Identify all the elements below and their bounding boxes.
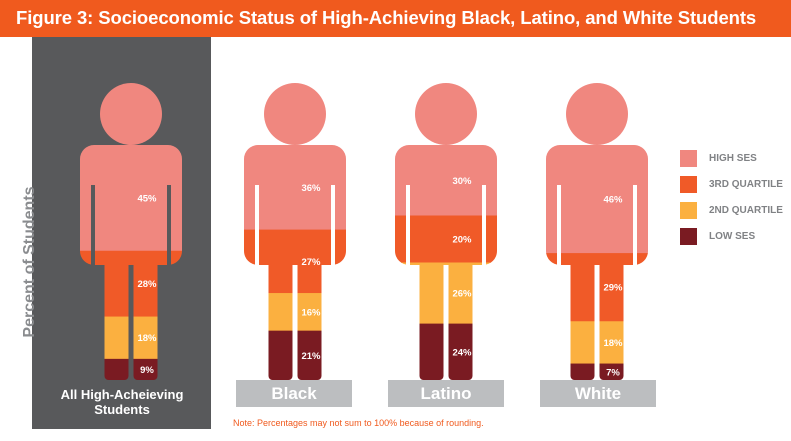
segment-2nd-quartile [244,293,346,332]
legend-label: 3RD QUARTILE [709,178,783,190]
data-label: 9% [140,365,154,376]
segment-high-ses [244,145,346,231]
footnote: Note: Percentages may not sum to 100% be… [233,418,484,428]
data-label: 18% [603,338,623,349]
figure-head [566,83,628,145]
figure-1: 36% 27% 16% 21% [244,83,346,380]
chart-title: Figure 3: Socioeconomic Status of High-A… [16,7,757,28]
figure-body [80,145,182,380]
title-bar: Figure 3: Socioeconomic Status of High-A… [0,0,791,37]
segment-3rd-quartile [546,253,648,322]
figure-head [264,83,326,145]
category-label-black: Black [236,380,352,407]
segment-high-ses [395,145,497,216]
legend-item-high-ses: HIGH SES [680,145,783,171]
category-label-all: All High-Acheieving Students [60,387,184,417]
legend-swatch [680,175,697,193]
legend-swatch [680,149,697,167]
segment-3rd-quartile [80,250,182,318]
data-label: 7% [606,367,620,378]
data-label: 21% [301,351,321,362]
figure-body [546,145,648,380]
data-label: 29% [603,283,623,294]
data-label: 20% [452,235,472,246]
arm-gap [557,185,561,265]
data-label: 45% [137,193,157,204]
data-label: 30% [452,176,472,187]
figure-0: 45% 28% 18% 9% [80,83,182,380]
legend-item-low-ses: LOW SES [680,223,783,249]
arm-gap [482,185,486,265]
legend: HIGH SES 3RD QUARTILE 2ND QUARTILE LOW S… [680,145,783,249]
figure-3: 46% 29% 18% 7% [546,83,648,380]
legend-swatch [680,201,697,219]
data-label: 24% [452,347,472,358]
segment-2nd-quartile [80,316,182,360]
data-label: 16% [301,307,321,318]
arm-gap [406,185,410,265]
arm-gap [91,185,95,265]
segment-low-ses [244,330,346,380]
legend-item-third-quartile: 3RD QUARTILE [680,171,783,197]
data-label: 36% [301,183,321,194]
figure-head [415,83,477,145]
figure-2: 30% 20% 26% 24% [395,83,497,380]
arm-gap [633,185,637,265]
segment-low-ses [80,358,182,380]
segment-low-ses [395,323,497,380]
legend-item-second-quartile: 2ND QUARTILE [680,197,783,223]
arm-gap [167,185,171,265]
segment-high-ses [80,145,182,252]
data-label: 18% [137,333,157,344]
category-label-white: White [540,380,656,407]
segment-2nd-quartile [395,262,497,325]
figure-body [244,145,346,380]
data-label: 26% [452,289,472,300]
legend-label: HIGH SES [709,152,757,164]
data-label: 28% [137,279,157,290]
segment-3rd-quartile [244,229,346,294]
data-label: 27% [301,257,321,268]
segment-2nd-quartile [546,321,648,365]
figure-body [395,145,497,380]
segment-low-ses [546,363,648,380]
segment-3rd-quartile [395,215,497,263]
arm-gap [255,185,259,265]
arm-gap [331,185,335,265]
data-label: 46% [603,195,623,206]
legend-swatch [680,227,697,245]
legend-label: 2ND QUARTILE [709,204,783,216]
figure-head [100,83,162,145]
category-label-latino: Latino [388,380,504,407]
legend-label: LOW SES [709,230,756,242]
segment-high-ses [546,145,648,254]
